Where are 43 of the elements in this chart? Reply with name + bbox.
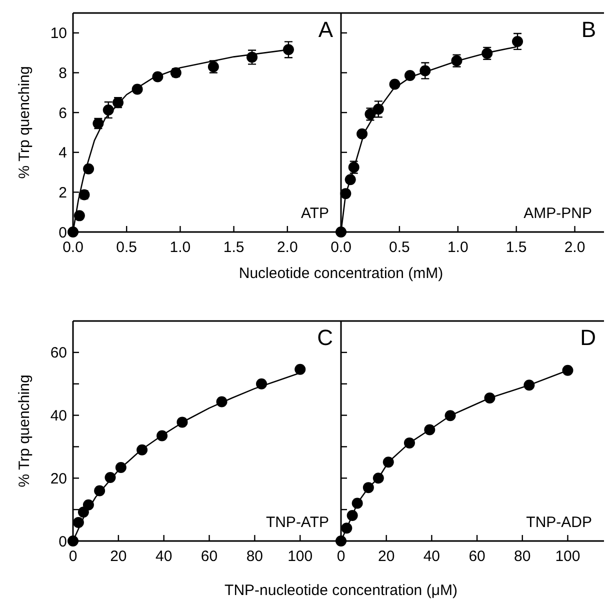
y-tick-label: 0 (58, 533, 67, 550)
x-tick-label: 1.5 (223, 239, 244, 256)
x-tick-label: 80 (514, 548, 531, 565)
x-axis-title: TNP-nucleotide concentration (μM) (224, 582, 458, 599)
x-tick-label: 0.0 (62, 239, 84, 256)
x-tick-label: 2.0 (564, 239, 586, 256)
y-tick-label: 60 (50, 344, 67, 362)
x-tick-label: 0.5 (116, 239, 138, 256)
x-tick-label: 40 (156, 548, 172, 565)
annotation: A (318, 17, 334, 42)
y-tick-label: 40 (50, 408, 67, 425)
annotation: AMP-PNP (524, 205, 592, 222)
x-tick-label: 40 (423, 548, 440, 565)
x-tick-label: 1.0 (447, 239, 468, 256)
x-tick-label: 60 (468, 548, 486, 565)
x-tick-label: 20 (378, 548, 395, 565)
y-axis-title: % Trp quenching (16, 66, 33, 179)
x-axis-title: Nucleotide concentration (mM) (238, 265, 444, 282)
x-tick-label: 60 (200, 548, 218, 565)
y-tick-label: 20 (50, 470, 67, 488)
x-tick-label: 1.5 (506, 239, 527, 256)
annotation: ATP (300, 205, 329, 222)
y-tick-label: 4 (58, 144, 67, 162)
x-tick-label: 100 (288, 548, 313, 565)
annotation: TNP-ATP (266, 514, 329, 531)
x-tick-label: 0 (336, 548, 346, 565)
x-tick-label: 2.0 (276, 239, 298, 256)
y-tick-label: 6 (58, 104, 67, 122)
y-axis-title: % Trp quenching (16, 374, 33, 488)
annotation: C (317, 325, 334, 350)
x-tick-label: 20 (110, 548, 127, 565)
x-tick-label: 0.0 (330, 239, 352, 256)
x-tick-label: 0.5 (389, 239, 410, 256)
y-tick-label: 0 (58, 224, 67, 242)
y-tick-label: 10 (50, 25, 67, 42)
annotation: D (580, 325, 596, 350)
annotation: B (581, 17, 596, 42)
y-tick-label: 8 (58, 64, 67, 82)
annotation: TNP-ADP (526, 514, 592, 531)
x-tick-label: 1.0 (170, 239, 191, 256)
y-tick-label: 2 (58, 184, 67, 202)
x-tick-label: 80 (246, 548, 264, 565)
x-tick-label: 100 (555, 548, 580, 565)
